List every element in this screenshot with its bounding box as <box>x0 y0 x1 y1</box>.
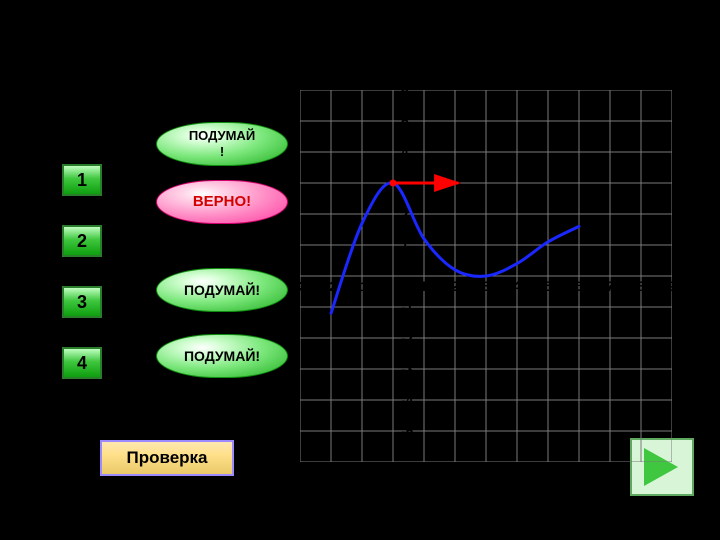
feedback-bubble-2-text: ВЕРНО! <box>193 193 251 210</box>
option-1-button[interactable]: 1 <box>62 164 102 196</box>
option-1-label: 1 <box>77 170 87 190</box>
svg-text:-5: -5 <box>401 423 414 439</box>
option-2-label: 2 <box>77 231 87 251</box>
svg-text:6: 6 <box>401 90 409 98</box>
svg-text:1: 1 <box>401 237 409 253</box>
svg-text:-3: -3 <box>300 278 306 294</box>
svg-text:4: 4 <box>513 278 521 294</box>
svg-text:7: 7 <box>606 278 614 294</box>
svg-text:-4: -4 <box>401 392 414 408</box>
option-4-button[interactable]: 4 <box>62 347 102 379</box>
option-3-label: 3 <box>77 292 87 312</box>
svg-text:-3: -3 <box>401 361 414 377</box>
check-button-label: Проверка <box>126 448 207 467</box>
feedback-bubble-4-text: ПОДУМАЙ! <box>184 348 260 364</box>
svg-text:9: 9 <box>668 278 672 294</box>
feedback-bubble-3: ПОДУМАЙ! <box>156 268 288 312</box>
svg-text:4: 4 <box>401 144 409 160</box>
feedback-bubble-2: ВЕРНО! <box>156 180 288 224</box>
svg-text:6: 6 <box>575 278 583 294</box>
svg-text:2: 2 <box>451 278 459 294</box>
feedback-bubble-1-text: ПОДУМАЙ <box>189 128 255 143</box>
svg-text:1: 1 <box>420 278 428 294</box>
check-button[interactable]: Проверка <box>100 440 234 476</box>
chart-grid: -3-2-1123456789-5-4-3-2-1123456 <box>300 90 672 462</box>
svg-text:-2: -2 <box>325 278 338 294</box>
feedback-bubble-1: ПОДУМАЙ ! <box>156 122 288 166</box>
feedback-bubble-1-text2: ! <box>220 144 224 159</box>
option-2-button[interactable]: 2 <box>62 225 102 257</box>
chart-svg: -3-2-1123456789-5-4-3-2-1123456 <box>300 90 672 462</box>
feedback-bubble-3-text: ПОДУМАЙ! <box>184 282 260 298</box>
svg-text:-1: -1 <box>401 299 414 315</box>
option-4-label: 4 <box>77 353 87 373</box>
svg-text:-2: -2 <box>401 330 414 346</box>
svg-text:8: 8 <box>637 278 645 294</box>
svg-text:-1: -1 <box>356 278 369 294</box>
svg-text:5: 5 <box>401 113 409 129</box>
feedback-bubble-4: ПОДУМАЙ! <box>156 334 288 378</box>
option-3-button[interactable]: 3 <box>62 286 102 318</box>
svg-text:5: 5 <box>544 278 552 294</box>
svg-text:3: 3 <box>482 278 490 294</box>
